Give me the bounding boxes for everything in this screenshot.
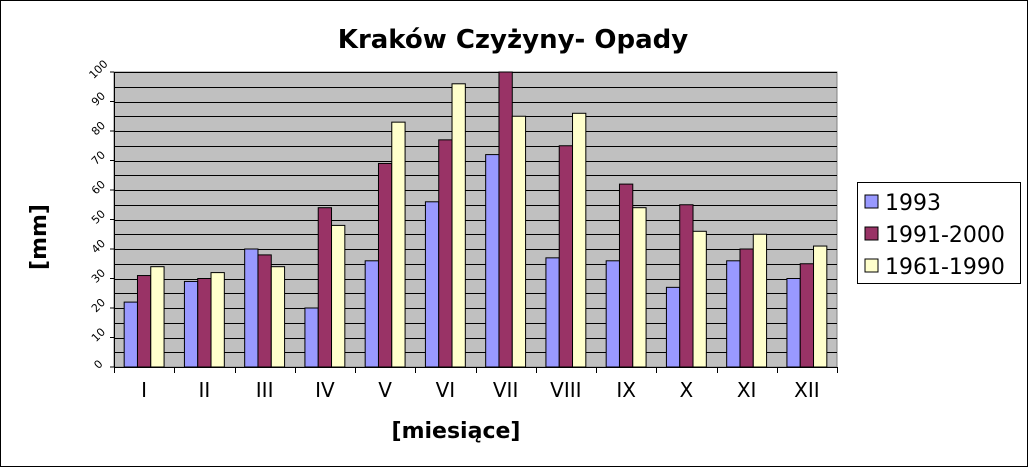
bar xyxy=(813,245,828,368)
x-tick-label: V xyxy=(378,378,392,402)
bar xyxy=(391,121,406,368)
bar xyxy=(304,307,319,368)
bar xyxy=(210,272,225,368)
plot-background xyxy=(113,71,838,368)
y-tick-label: 50 xyxy=(89,207,108,226)
legend: 1993 1991-2000 1961-1990 xyxy=(857,182,1021,284)
x-tick-label: X xyxy=(680,378,694,402)
bar xyxy=(331,224,346,368)
x-tick-label: XI xyxy=(737,378,757,402)
bar xyxy=(485,154,500,368)
y-tick-label: 80 xyxy=(89,119,108,138)
bar xyxy=(545,257,560,368)
y-tick-label: 10 xyxy=(89,325,108,344)
bar xyxy=(183,280,199,368)
x-tick-label: VII xyxy=(493,378,518,402)
bar xyxy=(424,201,440,368)
x-tick-label: I xyxy=(141,378,147,402)
legend-swatch xyxy=(864,194,879,209)
legend-swatch xyxy=(864,226,879,241)
x-tick-label: VIII xyxy=(550,378,581,402)
bar xyxy=(438,139,453,368)
bar xyxy=(364,260,379,368)
x-tick-label: II xyxy=(198,378,210,402)
x-tick-label: IX xyxy=(616,378,636,402)
legend-label: 1993 xyxy=(885,191,941,216)
bar xyxy=(572,112,587,368)
bar xyxy=(244,248,259,368)
bar xyxy=(739,248,754,368)
x-tick-label: IV xyxy=(315,378,335,402)
legend-label: 1991-2000 xyxy=(885,223,1005,248)
bar xyxy=(377,162,393,368)
bar xyxy=(632,207,647,368)
y-tick-label: 40 xyxy=(89,237,108,256)
bar xyxy=(136,275,152,368)
bar xyxy=(257,254,272,368)
bar xyxy=(665,286,681,368)
y-tick-label: 90 xyxy=(89,89,108,108)
bar xyxy=(799,263,815,368)
y-tick-label: 70 xyxy=(89,148,108,167)
y-axis-title: [mm] xyxy=(27,204,52,270)
y-tick-label: 0 xyxy=(91,357,105,371)
x-axis-title: [miesiące] xyxy=(392,419,521,444)
bar xyxy=(451,83,466,368)
bar xyxy=(752,233,768,368)
x-tick-label: VI xyxy=(436,378,456,402)
bar xyxy=(618,183,634,368)
y-tick-label: 20 xyxy=(89,296,108,315)
bar xyxy=(197,278,212,368)
legend-swatch xyxy=(864,258,879,273)
bar xyxy=(558,145,574,368)
chart-title: Kraków Czyżyny- Opady xyxy=(338,25,688,55)
y-tick-label: 100 xyxy=(87,58,111,82)
y-tick-label: 60 xyxy=(89,178,108,197)
bar xyxy=(511,115,527,368)
x-tick-label: XII xyxy=(794,378,820,402)
y-tick-label: 30 xyxy=(89,266,108,285)
bar xyxy=(679,204,694,368)
x-tick-label: III xyxy=(256,378,274,402)
bar xyxy=(317,207,333,368)
legend-label: 1961-1990 xyxy=(885,255,1005,280)
bar xyxy=(498,71,513,368)
bar xyxy=(123,301,138,368)
legend-box xyxy=(857,182,1021,284)
bar xyxy=(270,266,286,368)
bar xyxy=(692,230,707,368)
bar xyxy=(786,278,801,368)
bar xyxy=(726,260,741,368)
bar xyxy=(150,266,165,368)
bar xyxy=(605,260,620,368)
